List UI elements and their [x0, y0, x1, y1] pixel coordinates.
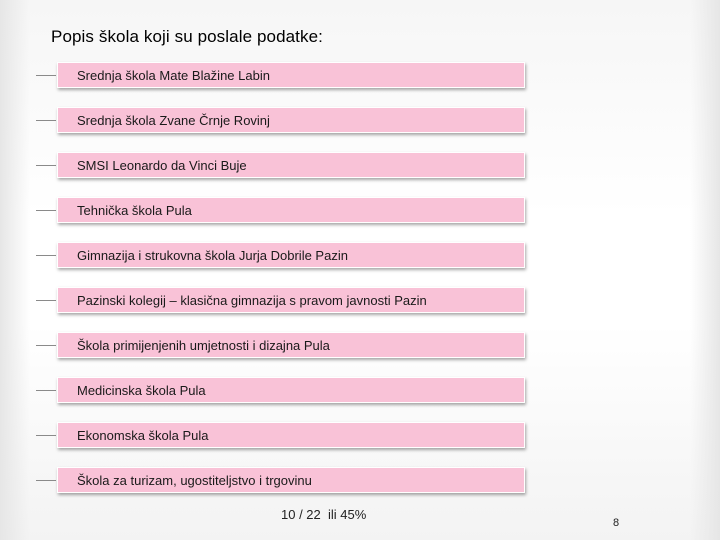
list-connector — [36, 255, 56, 256]
school-name: SMSI Leonardo da Vinci Buje — [77, 158, 247, 173]
slide-left-shade — [0, 0, 30, 540]
school-name: Tehnička škola Pula — [77, 203, 192, 218]
school-item: Pazinski kolegij – klasična gimnazija s … — [57, 287, 525, 313]
list-connector — [36, 120, 56, 121]
page-number: 8 — [613, 517, 620, 529]
school-name: Srednja škola Zvane Črnje Rovinj — [77, 113, 270, 128]
list-connector — [36, 75, 56, 76]
school-item: Tehnička škola Pula — [57, 197, 525, 223]
slide-right-shade — [690, 0, 720, 540]
list-connector — [36, 390, 56, 391]
slide-title: Popis škola koji su poslale podatke: — [51, 27, 323, 46]
school-item: Srednja škola Zvane Črnje Rovinj — [57, 107, 525, 133]
list-connector — [36, 165, 56, 166]
list-connector — [36, 345, 56, 346]
school-item: Škola primijenjenih umjetnosti i dizajna… — [57, 332, 525, 358]
list-connector — [36, 435, 56, 436]
school-item: Ekonomska škola Pula — [57, 422, 525, 448]
school-item: Srednja škola Mate Blažine Labin — [57, 62, 525, 88]
school-item: Medicinska škola Pula — [57, 377, 525, 403]
school-name: Škola primijenjenih umjetnosti i dizajna… — [77, 338, 330, 353]
school-name: Škola za turizam, ugostiteljstvo i trgov… — [77, 473, 312, 488]
list-connector — [36, 300, 56, 301]
school-name: Pazinski kolegij – klasična gimnazija s … — [77, 293, 427, 308]
school-name: Medicinska škola Pula — [77, 383, 206, 398]
list-connector — [36, 480, 56, 481]
school-item: Škola za turizam, ugostiteljstvo i trgov… — [57, 467, 525, 493]
list-connector — [36, 210, 56, 211]
school-name: Srednja škola Mate Blažine Labin — [77, 68, 270, 83]
school-name: Gimnazija i strukovna škola Jurja Dobril… — [77, 248, 348, 263]
school-item: Gimnazija i strukovna škola Jurja Dobril… — [57, 242, 525, 268]
response-stat: 10 / 22 ili 45% — [281, 507, 367, 522]
school-name: Ekonomska škola Pula — [77, 428, 209, 443]
school-item: SMSI Leonardo da Vinci Buje — [57, 152, 525, 178]
